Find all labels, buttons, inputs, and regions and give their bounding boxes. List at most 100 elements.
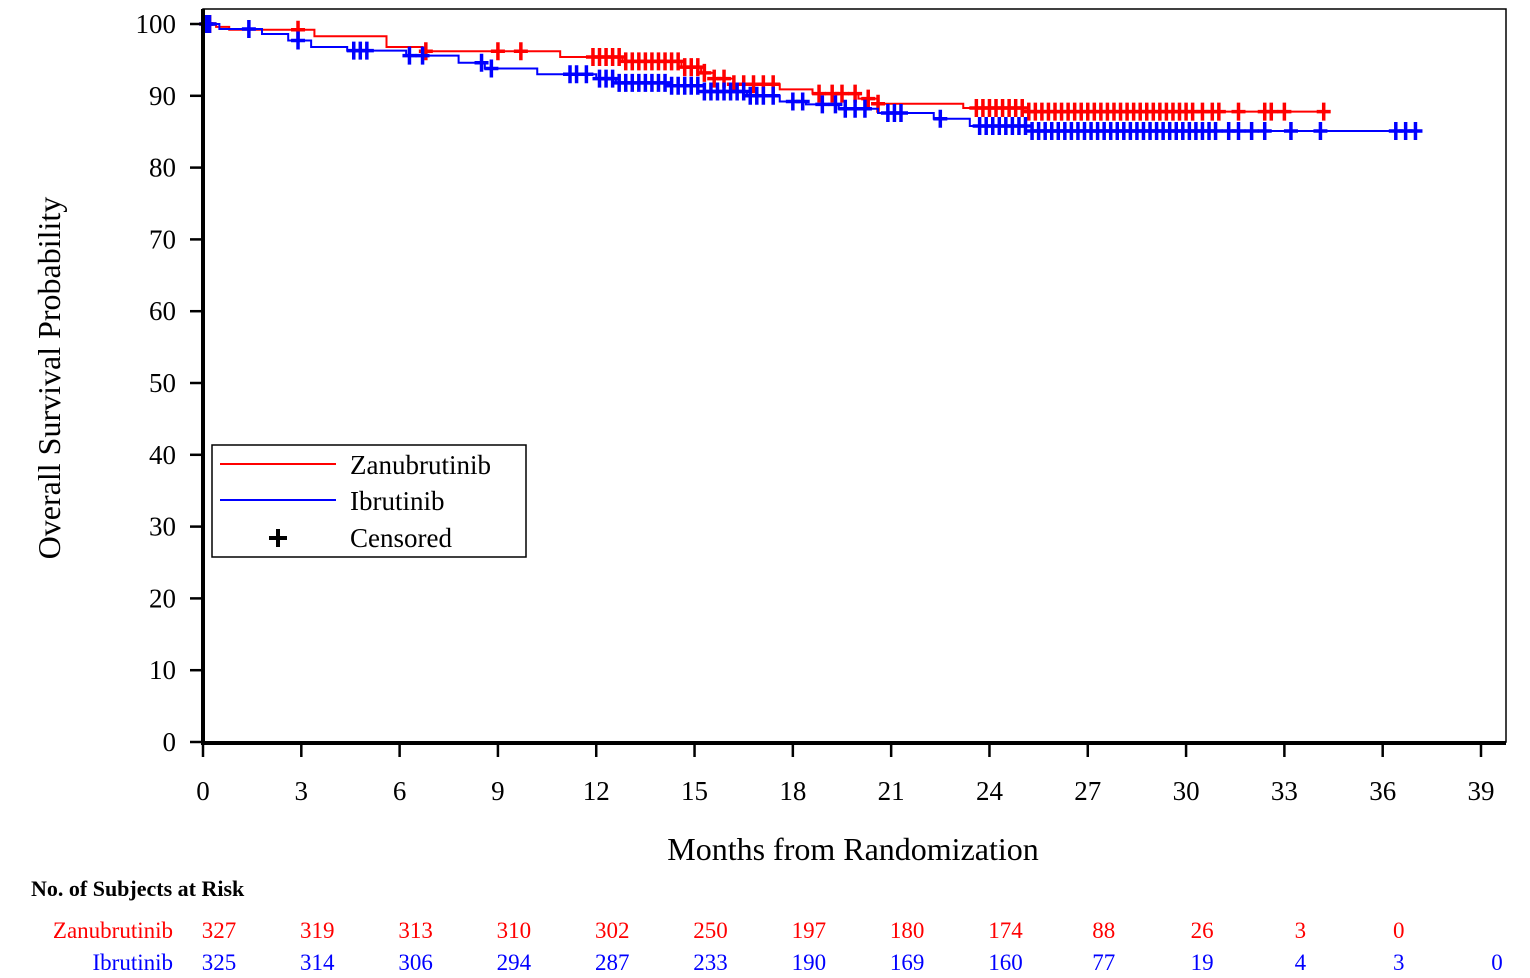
x-axis-title: Months from Randomization [667, 831, 1039, 867]
risk-value: 287 [595, 950, 630, 975]
y-tick-label: 30 [149, 512, 176, 542]
risk-value: 169 [890, 950, 925, 975]
censor-mark-ibrutinib [1208, 121, 1223, 140]
risk-value: 26 [1191, 918, 1214, 943]
censor-mark-zanubrutinib [513, 42, 528, 61]
censor-mark-ibrutinib [766, 86, 781, 105]
y-tick-label: 100 [136, 9, 177, 39]
censor-mark-zanubrutinib [848, 84, 863, 103]
risk-value: 294 [497, 950, 532, 975]
censor-mark-ibrutinib [658, 73, 673, 92]
x-tick-label: 39 [1468, 776, 1495, 806]
y-tick-label: 0 [163, 727, 177, 757]
censor-mark-zanubrutinib [812, 84, 827, 103]
censor-mark-ibrutinib [1257, 121, 1272, 140]
censor-mark-zanubrutinib [1277, 102, 1292, 121]
risk-table-title: No. of Subjects at Risk [31, 876, 245, 901]
x-tick-label: 30 [1173, 776, 1200, 806]
x-tick-label: 27 [1074, 776, 1101, 806]
y-tick-label: 20 [149, 583, 176, 613]
risk-value: 302 [595, 918, 630, 943]
legend-label-zanubrutinib: Zanubrutinib [350, 450, 491, 480]
x-tick-label: 0 [196, 776, 210, 806]
risk-value: 180 [890, 918, 925, 943]
x-tick-label: 18 [779, 776, 806, 806]
risk-value: 4 [1295, 950, 1307, 975]
censor-mark-zanubrutinib [1211, 102, 1226, 121]
x-tick-label: 15 [681, 776, 708, 806]
y-tick-label: 10 [149, 655, 176, 685]
y-tick-label: 40 [149, 440, 176, 470]
legend: Zanubrutinib Ibrutinib Censored [211, 444, 527, 558]
risk-table: Zanubrutinib 327 319 313 310 302 250 197 180 174 8… [53, 918, 1503, 975]
x-tick-label: 24 [976, 776, 1004, 806]
censor-mark-ibrutinib [359, 41, 374, 60]
x-tick-label: 3 [295, 776, 309, 806]
censor-mark-ibrutinib [1231, 121, 1246, 140]
censor-mark-ibrutinib [402, 46, 417, 65]
x-tick-label: 21 [878, 776, 905, 806]
y-axis-title: Overall Survival Probability [31, 197, 67, 560]
x-tick-label: 12 [583, 776, 610, 806]
plot-frame [202, 8, 1507, 743]
y-ticks: 0 10 20 30 40 50 60 70 80 90 100 [136, 9, 203, 757]
risk-value: 197 [792, 918, 827, 943]
y-tick-label: 70 [149, 224, 176, 254]
y-tick-label: 80 [149, 153, 176, 183]
risk-value: 0 [1491, 950, 1503, 975]
x-tick-label: 9 [491, 776, 505, 806]
legend-label-ibrutinib: Ibrutinib [350, 486, 445, 516]
censor-mark-zanubrutinib [1316, 102, 1331, 121]
risk-value: 190 [792, 950, 827, 975]
risk-value: 160 [988, 950, 1023, 975]
risk-value: 313 [398, 918, 433, 943]
legend-label-censored: Censored [350, 523, 452, 553]
risk-value: 3 [1295, 918, 1307, 943]
risk-value: 250 [693, 918, 728, 943]
risk-value: 306 [398, 950, 433, 975]
censor-mark-ibrutinib [1244, 121, 1259, 140]
risk-value: 310 [497, 918, 532, 943]
censor-mark-ibrutinib [893, 104, 908, 123]
y-tick-label: 50 [149, 368, 176, 398]
censor-mark-ibrutinib [241, 20, 256, 39]
censor-mark-ibrutinib [415, 46, 430, 65]
censor-mark-ibrutinib [291, 31, 306, 50]
risk-value: 327 [202, 918, 237, 943]
censored-plus-icon [269, 529, 287, 547]
risk-value: 3 [1393, 950, 1405, 975]
censor-mark-zanubrutinib [490, 42, 505, 61]
censor-mark-zanubrutinib [697, 63, 712, 82]
y-tick-label: 90 [149, 81, 176, 111]
risk-value: 88 [1092, 918, 1115, 943]
risk-value: 174 [988, 918, 1023, 943]
censor-mark-ibrutinib [795, 92, 810, 111]
risk-value: 19 [1191, 950, 1214, 975]
censor-mark-ibrutinib [1408, 121, 1423, 140]
censor-mark-zanubrutinib [835, 84, 849, 103]
censor-mark-ibrutinib [815, 95, 830, 114]
censor-mark-ibrutinib [484, 59, 499, 78]
risk-value: 314 [300, 950, 335, 975]
risk-value: 233 [693, 950, 728, 975]
x-tick-label: 36 [1369, 776, 1396, 806]
censor-mark-zanubrutinib [1264, 102, 1279, 121]
risk-value: 319 [300, 918, 335, 943]
risk-row-label: Zanubrutinib [53, 918, 173, 943]
risk-value: 77 [1092, 950, 1115, 975]
curves [199, 15, 1423, 140]
x-tick-label: 33 [1271, 776, 1298, 806]
censor-mark-zanubrutinib [861, 89, 876, 108]
censor-mark-ibrutinib [1313, 121, 1328, 140]
x-ticks: 0 3 6 9 12 15 18 21 24 27 30 33 36 39 [196, 743, 1495, 806]
censor-mark-ibrutinib [828, 95, 843, 114]
risk-value: 325 [202, 950, 237, 975]
risk-value: 0 [1393, 918, 1405, 943]
censor-mark-ibrutinib [474, 53, 489, 72]
risk-row-label: Ibrutinib [93, 950, 174, 975]
censor-mark-ibrutinib [579, 65, 594, 84]
censor-mark-ibrutinib [1283, 121, 1298, 140]
km-curve-ibrutinib [203, 23, 1423, 132]
censor-mark-ibrutinib [933, 109, 948, 128]
